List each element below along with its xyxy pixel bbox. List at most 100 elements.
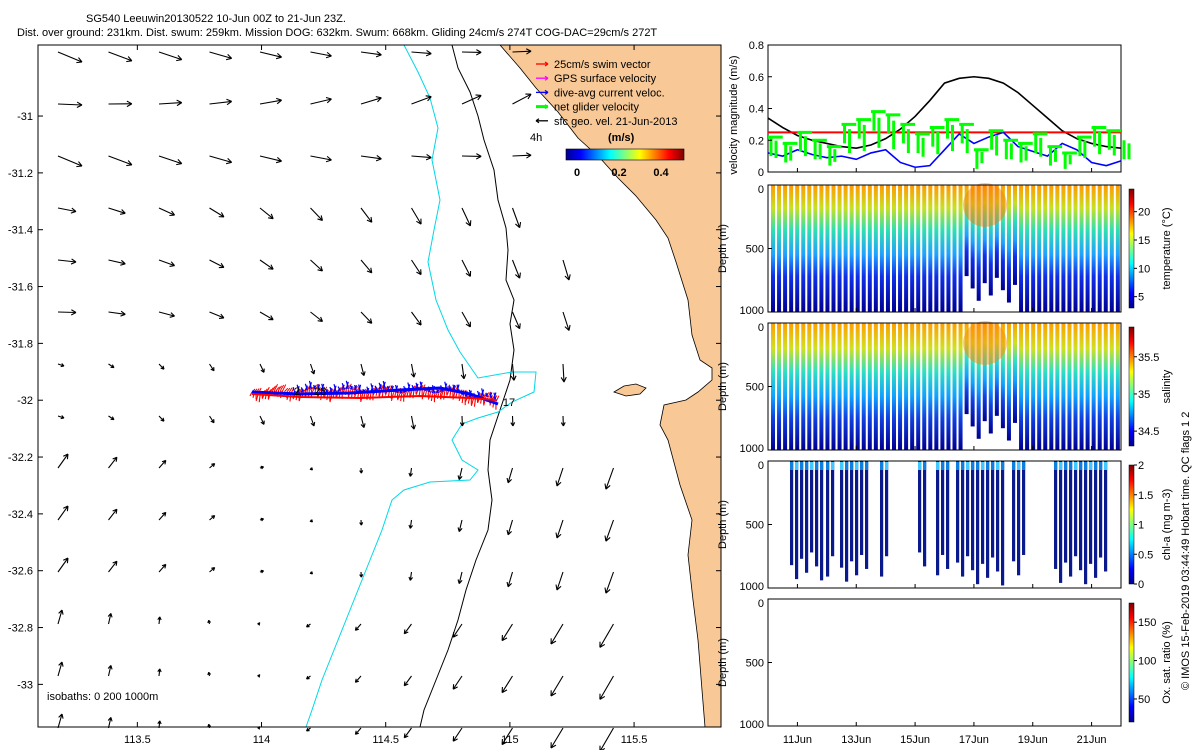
- profile-column: [910, 323, 915, 450]
- chl-profile: [885, 461, 889, 557]
- vector-arrow: [305, 675, 311, 680]
- dive-avg-current-vector: [489, 392, 493, 399]
- profile-column: [825, 185, 830, 312]
- colorbar-tick-label: 34.5: [1138, 426, 1159, 438]
- profile-column: [1085, 185, 1090, 312]
- vector-arrow: [555, 467, 564, 487]
- profile-column: [952, 185, 957, 312]
- section-panel-3: 0 500 1000 Depth (m) 0 0.5 1 1.5 2 chl-a (mg m-3): [717, 460, 1173, 593]
- profile-column: [958, 323, 963, 450]
- profile-column: [831, 323, 836, 450]
- swim-vector: [249, 391, 253, 397]
- vector-arrow: [410, 363, 416, 378]
- swim-vector: [455, 392, 458, 397]
- profile-column: [1049, 185, 1054, 312]
- surface-geostrophic-vectors: [57, 48, 615, 750]
- vector-arrow: [506, 467, 514, 484]
- chl-profile: [1094, 461, 1098, 578]
- vector-arrow: [57, 207, 77, 214]
- chl-surface: [1064, 462, 1068, 470]
- vector-arrow: [108, 259, 126, 266]
- swim-vector: [280, 384, 285, 391]
- vector-arrow: [257, 726, 261, 730]
- dive-avg-current-vector: [378, 382, 382, 390]
- vector-arrow: [562, 259, 571, 281]
- chl-profile: [880, 461, 884, 577]
- swim-vector: [443, 391, 446, 400]
- chl-surface: [800, 462, 804, 470]
- vector-arrow: [310, 259, 324, 272]
- vector-arrow: [461, 207, 472, 227]
- velocity-ytick-label: 0: [758, 167, 764, 179]
- vector-arrow: [599, 727, 614, 750]
- chl-surface: [810, 462, 814, 470]
- vector-arrow: [305, 623, 311, 628]
- chl-surface: [1079, 462, 1083, 470]
- vector-arrow: [360, 154, 382, 162]
- vector-arrow: [560, 415, 566, 427]
- vector-arrow: [411, 259, 422, 276]
- dive-avg-current-vector: [337, 386, 341, 391]
- chl-surface: [961, 462, 965, 470]
- chl-profile: [826, 461, 830, 577]
- profile-column: [867, 185, 872, 312]
- velocity-panel: 0 0.2 0.4 0.6 0.8 velocity magnitude (m/s): [728, 40, 1131, 179]
- profile-column: [964, 323, 969, 415]
- profile-column: [1097, 185, 1102, 312]
- map-ytick-label: -31.2: [8, 168, 33, 180]
- profile-column: [1013, 323, 1017, 423]
- vector-arrow: [408, 519, 413, 529]
- colorbar-tick-label: 2: [1138, 460, 1144, 472]
- vector-arrow: [57, 415, 65, 420]
- chl-profile: [976, 461, 980, 585]
- profile-column: [1061, 323, 1066, 450]
- colorbar-tick-label: 20: [1138, 207, 1150, 219]
- map-y-axis: -31 -31.2 -31.4 -31.6 -31.8 -32 -32.2 -32.4 -32.…: [8, 111, 721, 691]
- section-ylabel: Depth (m): [717, 500, 729, 549]
- legend-label: sfc geo. vel. 21-Jun-2013: [554, 116, 678, 128]
- chl-profile: [1022, 461, 1026, 555]
- chl-surface: [865, 462, 869, 470]
- map-ytick-label: -32.4: [8, 509, 33, 521]
- profile-column: [976, 185, 981, 301]
- vector-arrow: [259, 363, 265, 373]
- section-ylabel: Depth (m): [717, 638, 729, 687]
- map-legend: 25cm/s swim vector GPS surface velocity di…: [530, 59, 685, 179]
- map-xtick-label: 114: [253, 734, 271, 746]
- vector-arrow: [550, 623, 564, 645]
- velocity-ytick-label: 0.6: [749, 72, 764, 84]
- vector-arrow: [359, 467, 364, 474]
- profile-column: [958, 185, 963, 312]
- vector-arrow: [599, 623, 614, 648]
- vector-arrow: [562, 311, 571, 331]
- chl-surface: [860, 462, 864, 470]
- chl-surface: [831, 462, 835, 470]
- profile-column: [994, 185, 999, 278]
- dive-avg-current-vector: [308, 380, 313, 390]
- dive-avg-current-vector: [345, 380, 349, 389]
- colorbar-label: temperature (°C): [1161, 207, 1173, 289]
- swim-vector: [282, 384, 287, 391]
- track-line-red: [251, 393, 497, 401]
- velocity-ytick-label: 0.8: [749, 40, 764, 52]
- profile-column: [916, 323, 921, 450]
- dive-avg-current-vector: [321, 383, 325, 392]
- vector-arrow: [310, 207, 324, 222]
- swim-vector: [473, 398, 476, 407]
- eddy-feature: [963, 321, 1007, 365]
- vector-arrow: [360, 96, 382, 105]
- speed-colorbar-tick-2: 0.4: [653, 167, 669, 179]
- vector-arrow: [310, 155, 332, 163]
- vector-arrow: [403, 675, 412, 687]
- swim-vector: [272, 385, 276, 392]
- vector-arrow: [501, 623, 513, 642]
- vector-arrow: [57, 453, 69, 469]
- vector-arrow: [354, 727, 362, 735]
- chl-surface: [845, 462, 849, 470]
- vector-arrow: [403, 727, 412, 739]
- section-ytick-label: 1000: [740, 581, 764, 593]
- profile-column: [771, 323, 775, 450]
- vector-arrow: [57, 51, 83, 64]
- swim-vector: [440, 392, 444, 400]
